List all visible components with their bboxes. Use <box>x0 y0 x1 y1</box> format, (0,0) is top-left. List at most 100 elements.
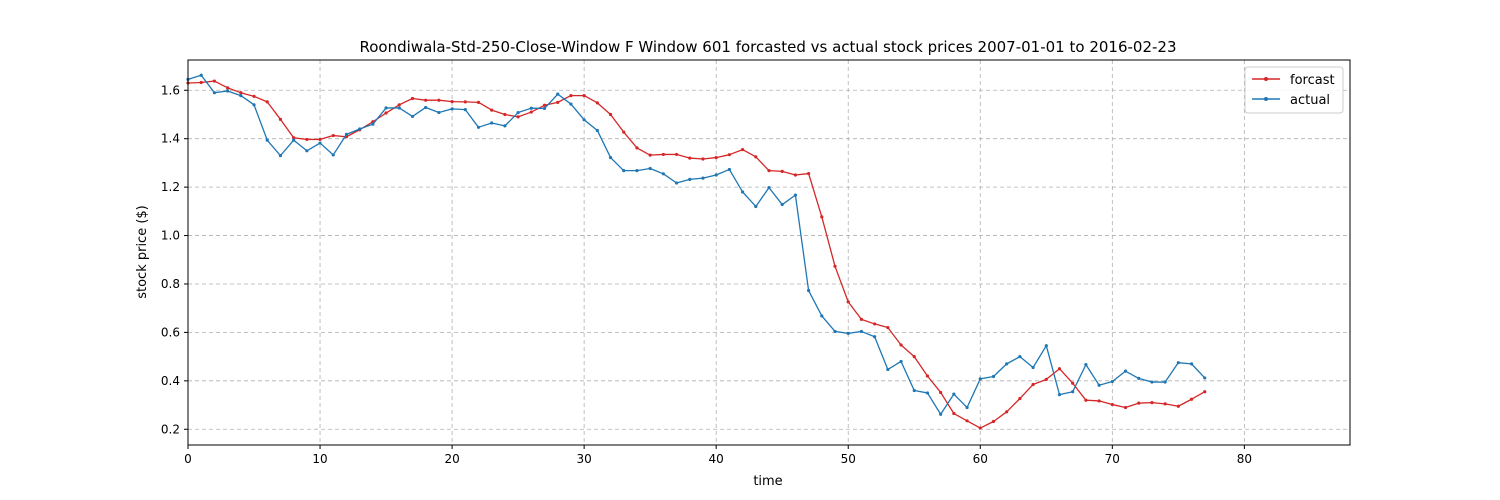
data-point-actual <box>450 107 454 111</box>
data-point-forcast <box>714 155 718 160</box>
y-tick-label: 0.2 <box>161 422 180 436</box>
x-tick-label: 40 <box>709 452 724 466</box>
data-point-actual <box>701 176 705 180</box>
data-point-forcast <box>278 117 283 121</box>
data-point-forcast <box>1163 402 1167 406</box>
data-point-actual <box>912 388 916 393</box>
data-point-forcast <box>1005 410 1009 414</box>
data-point-actual <box>1031 365 1035 370</box>
data-point-actual <box>463 108 467 112</box>
data-point-actual <box>424 105 428 110</box>
data-point-actual <box>635 169 639 173</box>
data-point-forcast <box>939 390 943 395</box>
data-point-forcast <box>727 153 731 157</box>
data-point-actual <box>648 166 652 171</box>
x-tick-label: 60 <box>973 452 988 466</box>
data-point-forcast <box>608 112 613 117</box>
data-point-forcast <box>450 100 454 104</box>
data-point-forcast <box>424 98 428 102</box>
data-point-actual <box>1189 362 1194 366</box>
data-point-actual <box>780 202 784 207</box>
data-point-actual <box>939 412 943 416</box>
data-point-actual <box>807 288 811 293</box>
y-tick-label: 1.4 <box>161 132 180 146</box>
data-point-actual <box>476 125 481 129</box>
data-point-actual <box>674 181 679 185</box>
data-point-actual <box>582 118 586 122</box>
data-point-forcast <box>569 93 573 98</box>
data-point-forcast <box>437 98 441 102</box>
data-point-actual <box>754 204 758 209</box>
data-point-forcast <box>318 137 322 142</box>
data-point-actual <box>1071 390 1075 394</box>
data-point-forcast <box>740 147 745 152</box>
data-point-forcast <box>1150 401 1154 405</box>
data-point-forcast <box>252 94 256 98</box>
data-point-actual <box>899 359 903 364</box>
y-tick-label: 1.2 <box>161 180 180 194</box>
data-point-actual <box>846 331 850 335</box>
data-point-actual <box>490 121 494 125</box>
data-point-forcast <box>476 100 481 104</box>
data-point-actual <box>226 89 230 93</box>
legend-label-actual: actual <box>1290 93 1330 108</box>
data-point-forcast <box>873 322 877 326</box>
data-point-forcast <box>648 153 652 157</box>
y-tick-label: 0.8 <box>161 277 180 291</box>
data-point-forcast <box>1044 377 1048 381</box>
data-point-actual <box>714 173 718 177</box>
data-point-forcast <box>305 137 309 142</box>
data-point-forcast <box>1084 398 1088 402</box>
data-point-forcast <box>490 108 494 112</box>
y-tick-label: 1.6 <box>161 83 180 97</box>
data-point-actual <box>1110 379 1114 384</box>
data-point-actual <box>595 128 599 133</box>
data-point-forcast <box>754 155 758 159</box>
data-point-actual <box>503 124 507 128</box>
data-point-forcast <box>846 300 850 304</box>
data-point-forcast <box>1071 381 1075 385</box>
data-point-forcast <box>503 112 507 117</box>
data-point-actual <box>529 106 533 110</box>
data-point-forcast <box>331 133 335 138</box>
x-tick-label: 20 <box>444 452 459 466</box>
data-point-actual <box>384 106 388 110</box>
data-point-actual <box>793 193 798 197</box>
plot-frame <box>187 59 1351 446</box>
data-point-forcast <box>595 101 599 105</box>
data-point-forcast <box>807 171 811 176</box>
data-point-actual <box>1123 369 1128 373</box>
data-point-forcast <box>886 325 890 330</box>
series-layer <box>186 73 1207 430</box>
x-tick-label: 70 <box>1105 452 1120 466</box>
data-point-actual <box>1203 376 1207 380</box>
data-point-actual <box>1150 380 1154 384</box>
y-tick-label: 0.6 <box>161 325 180 339</box>
data-point-actual <box>556 92 560 96</box>
data-point-forcast <box>1203 390 1207 394</box>
data-point-actual <box>437 110 441 115</box>
data-point-actual <box>252 103 256 107</box>
data-point-actual <box>978 377 982 381</box>
data-point-forcast <box>925 374 930 378</box>
data-point-forcast <box>1097 399 1101 403</box>
data-point-forcast <box>622 130 626 134</box>
y-tick-label: 1.0 <box>161 229 180 243</box>
data-point-actual <box>278 154 283 158</box>
data-point-actual <box>358 127 362 131</box>
data-point-forcast <box>820 215 824 219</box>
data-point-actual <box>622 169 626 173</box>
data-point-actual <box>1084 363 1088 367</box>
axis-ticks: 0 10 20 30 40 50 60 70 80 0.2 0.4 0.6 0.8 1.0 1.2 1.4 1.… <box>161 83 1252 466</box>
data-point-actual <box>1057 393 1062 397</box>
data-point-actual <box>344 132 349 136</box>
data-point-actual <box>952 392 956 396</box>
data-point-forcast <box>529 110 533 114</box>
data-point-actual <box>239 93 243 98</box>
data-point-actual <box>199 73 203 77</box>
data-point-actual <box>1137 376 1141 381</box>
data-point-forcast <box>1176 404 1180 408</box>
data-point-actual <box>305 149 309 153</box>
data-point-actual <box>318 141 322 145</box>
